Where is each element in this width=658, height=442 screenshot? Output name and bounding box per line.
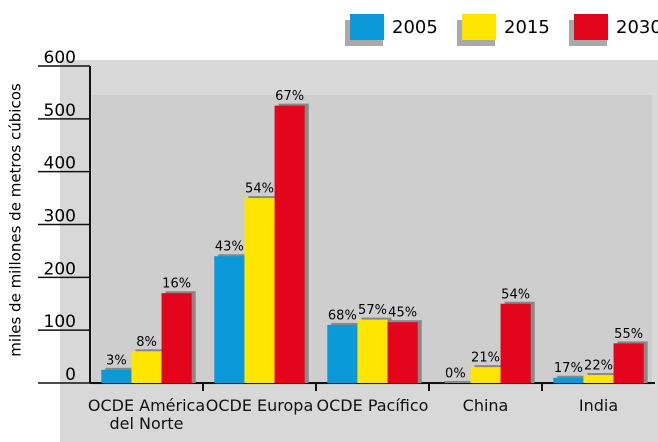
percent-label: 45% (388, 306, 417, 321)
bar (327, 325, 357, 383)
legend-swatch (574, 14, 608, 40)
bar (583, 375, 613, 383)
legend-label: 2015 (504, 17, 550, 38)
percent-label: 17% (554, 361, 583, 376)
bar (101, 370, 131, 383)
y-axis-label: miles de millones de metros cúbicos (7, 83, 25, 357)
y-tick-label: 0 (65, 365, 76, 385)
bar (501, 304, 531, 383)
y-tick-label: 200 (44, 259, 76, 279)
percent-label: 22% (584, 359, 613, 374)
y-tick-label: 300 (44, 207, 76, 227)
percent-label: 8% (136, 335, 157, 350)
legend-label: 2005 (392, 17, 438, 38)
bar (244, 198, 274, 383)
y-tick-label: 100 (44, 312, 76, 332)
percent-label: 16% (162, 277, 191, 292)
bar (388, 322, 418, 383)
percent-label: 21% (471, 351, 500, 366)
percent-label: 67% (275, 89, 304, 104)
bar (614, 343, 644, 383)
percent-label: 68% (328, 308, 357, 323)
percent-label: 43% (215, 240, 244, 255)
y-tick-label: 600 (44, 48, 76, 68)
legend-label: 2030 (616, 17, 658, 38)
x-tick-label: OCDE Europa (200, 397, 320, 415)
percent-label: 3% (106, 353, 127, 368)
chart: miles de millones de metros cúbicos 0 100… (0, 0, 658, 442)
legend-swatch (350, 14, 384, 40)
bar (553, 378, 583, 383)
x-tick-label: OCDE Pacífico (313, 397, 433, 415)
bar (131, 351, 161, 383)
chart-page: miles de millones de metros cúbicos 0 100… (0, 0, 658, 442)
percent-label: 55% (614, 327, 643, 342)
x-tick-label: China (426, 397, 546, 415)
x-tick-label: India (539, 397, 658, 415)
percent-label: 54% (245, 182, 274, 197)
y-tick-label: 500 (44, 101, 76, 121)
percent-label: 57% (358, 303, 387, 318)
bar (357, 320, 387, 383)
bar (162, 293, 192, 383)
bar (275, 106, 305, 383)
bar (214, 256, 244, 383)
percent-label: 0% (445, 367, 466, 382)
x-tick-label: OCDE América del Norte (87, 397, 207, 433)
bar (470, 367, 500, 383)
legend-swatch (462, 14, 496, 40)
y-tick-label: 400 (44, 154, 76, 174)
percent-label: 54% (501, 287, 530, 302)
